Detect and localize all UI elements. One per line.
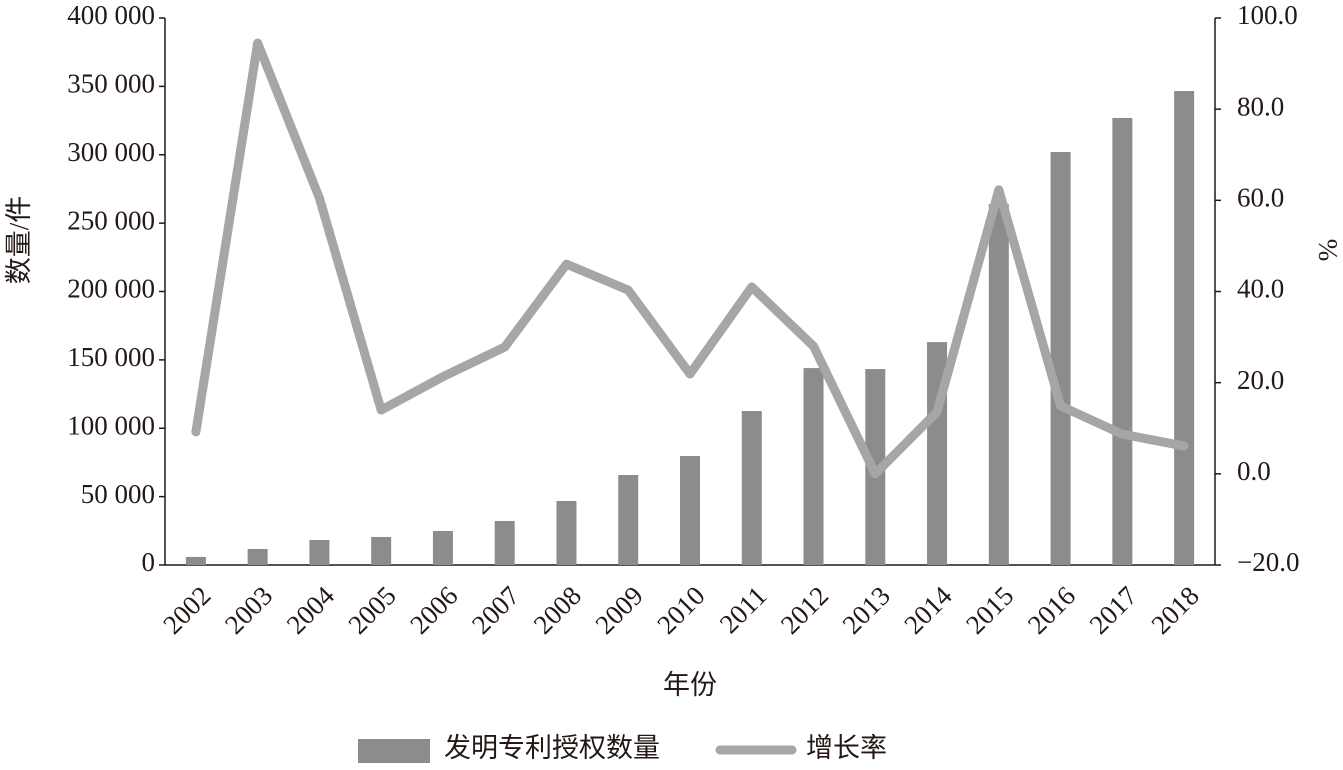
legend-label: 增长率 <box>806 733 887 763</box>
y2-axis-label: % <box>1313 239 1343 262</box>
y2-tick-label: 20.0 <box>1237 365 1284 395</box>
x-tick-label: 2008 <box>528 580 587 639</box>
x-tick-label: 2011 <box>714 580 773 639</box>
x-tick-label: 2004 <box>281 580 341 640</box>
bar <box>988 203 1009 566</box>
x-tick-label: 2015 <box>960 580 1019 639</box>
x-tick-label: 2010 <box>651 580 710 639</box>
y-tick-label: 150 000 <box>67 342 155 372</box>
x-tick-label: 2007 <box>466 580 525 639</box>
y2-tick-label: −20.0 <box>1237 547 1299 577</box>
y-tick-label: 400 000 <box>67 0 155 30</box>
y2-tick-label: 60.0 <box>1237 183 1284 213</box>
legend-label: 发明专利授权数量 <box>444 733 660 763</box>
y-axis-label: 数量/件 <box>4 196 34 285</box>
bar <box>494 520 515 565</box>
bar <box>371 536 392 565</box>
x-tick-label: 2013 <box>837 580 896 639</box>
legend-swatch <box>358 739 430 763</box>
y-tick-label: 250 000 <box>67 205 155 235</box>
y2-tick-label: 100.0 <box>1237 0 1298 30</box>
y-tick-label: 50 000 <box>81 479 155 509</box>
bar <box>741 411 762 565</box>
bar <box>432 530 453 565</box>
x-tick-label: 2014 <box>898 580 958 640</box>
x-tick-label: 2016 <box>1022 580 1081 639</box>
y2-tick-label: 40.0 <box>1237 274 1284 304</box>
y-tick-label: 100 000 <box>67 410 155 440</box>
bar <box>618 475 639 565</box>
y2-tick-label: 80.0 <box>1237 91 1284 121</box>
bar <box>309 539 330 565</box>
y2-tick-label: 0.0 <box>1237 456 1271 486</box>
x-tick-label: 2002 <box>157 580 216 639</box>
x-tick-label: 2005 <box>342 580 401 639</box>
x-tick-label: 2006 <box>404 580 463 639</box>
bar <box>1112 117 1133 566</box>
y-tick-label: 0 <box>142 547 156 577</box>
bar <box>556 501 577 565</box>
x-tick-label: 2003 <box>219 580 278 639</box>
x-tick-label: 2009 <box>589 580 648 639</box>
y-tick-label: 300 000 <box>67 137 155 167</box>
x-axis-label: 年份 <box>663 670 717 700</box>
bar <box>803 368 824 565</box>
y-tick-label: 200 000 <box>67 274 155 304</box>
line <box>191 38 1189 479</box>
bar <box>247 549 268 565</box>
y-tick-label: 350 000 <box>67 69 155 99</box>
x-tick-label: 2018 <box>1145 580 1204 639</box>
bar <box>680 456 700 565</box>
x-tick-label: 2012 <box>775 580 834 639</box>
bar <box>1050 152 1071 565</box>
x-tick-label: 2017 <box>1084 580 1143 639</box>
bar <box>1174 91 1195 565</box>
bar <box>185 556 206 565</box>
